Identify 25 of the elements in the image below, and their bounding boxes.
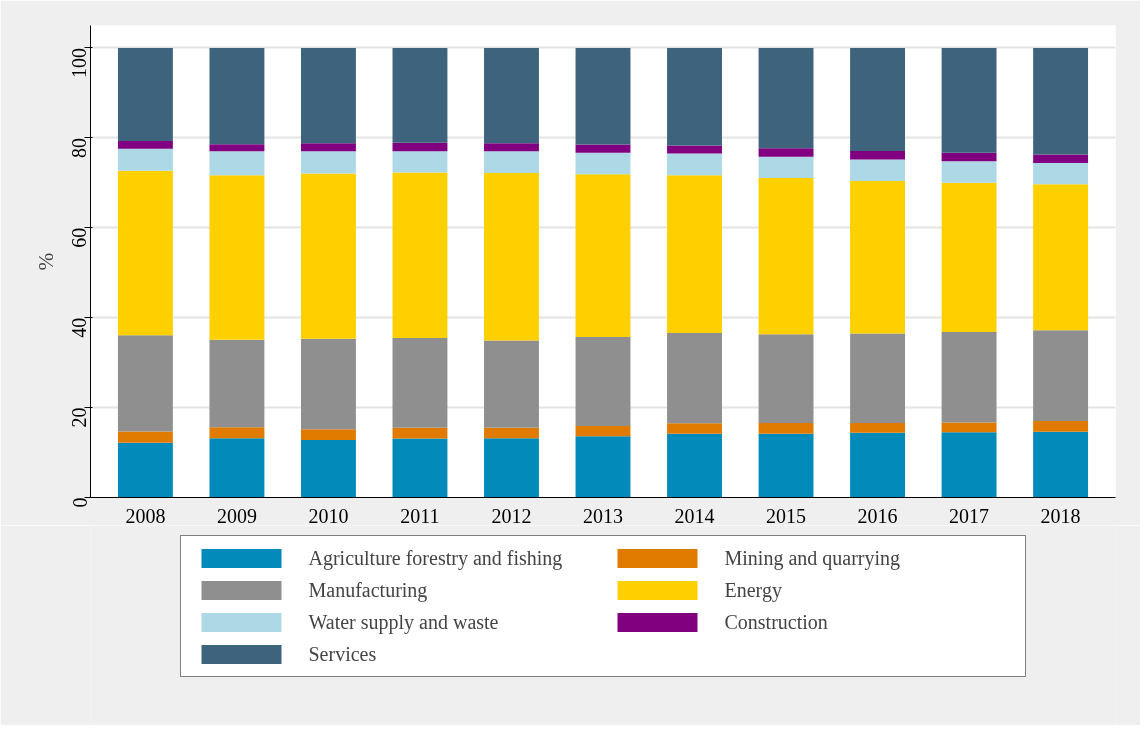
y-tick-label: 80 xyxy=(68,137,91,158)
legend-label: Construction xyxy=(724,610,829,634)
x-tick-label: 2015 xyxy=(766,504,807,527)
legend-label: Services xyxy=(308,642,378,666)
legend-label: Mining and quarrying xyxy=(724,546,902,570)
legend-label: Manufacturing xyxy=(308,578,429,602)
legend-label: Water supply and waste xyxy=(308,610,500,634)
y-tick-label: 60 xyxy=(68,227,91,248)
x-tick-label: 2013 xyxy=(583,504,623,527)
y-tick-label: 100 xyxy=(68,47,91,78)
y-tick-label: 0 xyxy=(68,497,91,508)
legend-label: Energy xyxy=(724,578,783,602)
x-tick-label: 2008 xyxy=(125,504,166,527)
x-tick-label: 2014 xyxy=(674,504,715,527)
x-tick-label: 2011 xyxy=(400,504,440,527)
x-tick-label: 2010 xyxy=(308,504,349,527)
x-tick-label: 2009 xyxy=(216,504,257,527)
x-tick-label: 2016 xyxy=(857,504,898,527)
y-axis-title: % xyxy=(33,252,58,271)
x-tick-label: 2012 xyxy=(491,504,532,527)
y-tick-label: 40 xyxy=(68,317,91,338)
x-tick-label: 2017 xyxy=(949,504,990,527)
legend-label: Agriculture forestry and fishing xyxy=(308,546,564,570)
y-tick-label: 20 xyxy=(68,407,91,428)
x-tick-label: 2018 xyxy=(1040,504,1081,527)
